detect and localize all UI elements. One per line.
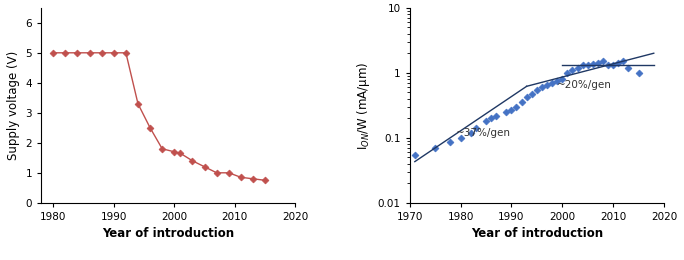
Text: ~20%/gen: ~20%/gen (557, 80, 612, 90)
X-axis label: Year of introduction: Year of introduction (102, 228, 235, 240)
Y-axis label: Supply voltage (V): Supply voltage (V) (7, 51, 20, 160)
Text: ~37%/gen: ~37%/gen (456, 128, 510, 138)
X-axis label: Year of introduction: Year of introduction (471, 228, 603, 240)
Y-axis label: I$_{ON}$/W (mA/μm): I$_{ON}$/W (mA/μm) (355, 61, 372, 150)
